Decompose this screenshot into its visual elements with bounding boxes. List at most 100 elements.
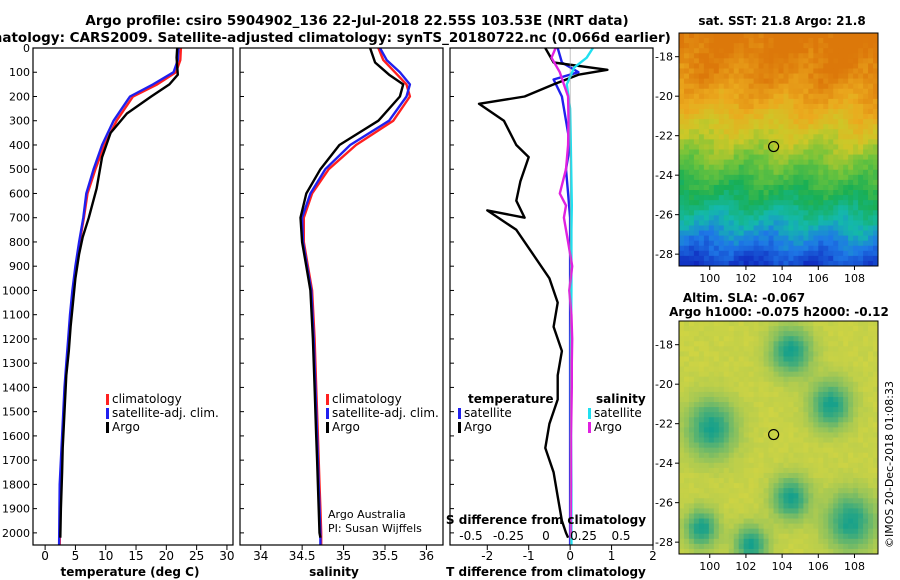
sla-cell: [698, 442, 705, 449]
sst-cell: [838, 108, 844, 115]
sst-cell: [703, 260, 710, 267]
sst-cell: [698, 174, 705, 181]
sst-cell: [773, 220, 779, 226]
sla-cell: [853, 326, 859, 332]
sla-cell: [843, 493, 849, 499]
sst-cell: [818, 139, 824, 145]
sla-cell: [838, 336, 844, 342]
sst-cell: [703, 78, 710, 85]
sla-cell: [763, 371, 769, 378]
sst-cell: [868, 38, 874, 44]
sst-cell: [703, 144, 710, 150]
sst-cell: [828, 235, 834, 242]
sst-cell: [813, 83, 819, 90]
sst-cell: [848, 134, 854, 140]
sst-cell: [693, 179, 700, 186]
depth-tick-label: 1600: [2, 430, 30, 443]
sla-cell: [743, 447, 750, 454]
sla-cell: [863, 508, 869, 514]
sst-cell: [833, 33, 839, 39]
sst-cell: [748, 240, 755, 247]
sst-cell: [853, 73, 859, 79]
sla-cell: [758, 518, 764, 525]
sla-cell: [848, 457, 854, 464]
sst-cell: [758, 58, 764, 64]
sla-cell: [738, 543, 745, 550]
sst-cell: [768, 235, 774, 242]
sla-cell: [738, 528, 745, 535]
sst-cell: [813, 63, 819, 69]
sst-cell: [788, 129, 794, 135]
difference-xtick-label: -1: [523, 549, 535, 563]
sla-cell: [808, 402, 814, 408]
sla-cell: [718, 371, 725, 378]
sst-cell: [713, 200, 720, 206]
sla-cell: [703, 442, 710, 449]
sla-cell: [683, 437, 690, 443]
sst-cell: [863, 48, 869, 54]
sla-cell: [758, 422, 764, 428]
sst-cell: [798, 149, 804, 155]
sla-cell: [873, 508, 879, 514]
sla-cell: [808, 462, 814, 469]
sst-cell: [863, 108, 869, 115]
header-line2: Climatology: CARS2009. Satellite-adjuste…: [0, 30, 671, 46]
sst-cell: [778, 230, 784, 237]
sla-cell: [798, 326, 804, 332]
sst-cell: [843, 169, 849, 176]
sla-cell: [808, 472, 814, 479]
sst-cell: [728, 240, 735, 247]
sla-cell: [703, 371, 710, 378]
sst-cell: [838, 255, 844, 262]
sla-cell: [793, 503, 799, 509]
sst-cell: [788, 200, 794, 206]
sst-cell: [703, 184, 710, 191]
sst-cell: [763, 63, 769, 69]
sla-cell: [838, 341, 844, 347]
sla-cell: [823, 503, 829, 509]
sla-cell: [863, 417, 869, 423]
sla-cell: [738, 467, 745, 474]
sla-cell: [718, 346, 725, 352]
sla-cell: [703, 331, 710, 337]
sst-cell: [688, 195, 695, 201]
sst-cell: [793, 230, 799, 237]
sst-cell: [743, 139, 750, 145]
sla-cell: [833, 478, 839, 484]
sst-cell: [718, 149, 725, 155]
sst-cell: [718, 195, 725, 201]
sla-cell: [743, 396, 750, 403]
sla-cell: [833, 472, 839, 479]
sst-cell: [708, 58, 715, 64]
sla-cell: [848, 427, 854, 433]
sla-cell: [733, 503, 740, 509]
sst-cell: [803, 154, 809, 161]
sst-cell: [813, 255, 819, 262]
sla-cell: [698, 543, 705, 550]
sla-cell: [823, 361, 829, 367]
sst-cell: [803, 139, 809, 145]
sst-cell: [708, 78, 715, 85]
sst-cell: [778, 114, 784, 120]
sst-cell: [783, 159, 789, 166]
sst-cell: [713, 205, 720, 211]
sst-cell: [758, 245, 764, 252]
sst-cell: [873, 108, 879, 115]
sst-cell: [708, 103, 715, 110]
sla-cell: [778, 533, 784, 540]
sst-cell: [728, 68, 735, 74]
sla-cell: [773, 442, 779, 449]
sst-cell: [803, 48, 809, 54]
sla-cell: [738, 462, 745, 469]
sst-cell: [803, 108, 809, 115]
sla-cell: [698, 361, 705, 367]
sla-cell: [743, 336, 750, 342]
sla-cell: [683, 498, 690, 504]
sla_map-ytick-label: -18: [655, 339, 673, 352]
sst-cell: [763, 53, 769, 59]
sla-cell: [743, 488, 750, 494]
sla-cell: [758, 543, 764, 550]
sst-cell: [718, 98, 725, 105]
sla-cell: [818, 472, 824, 479]
sla-cell: [679, 478, 685, 484]
